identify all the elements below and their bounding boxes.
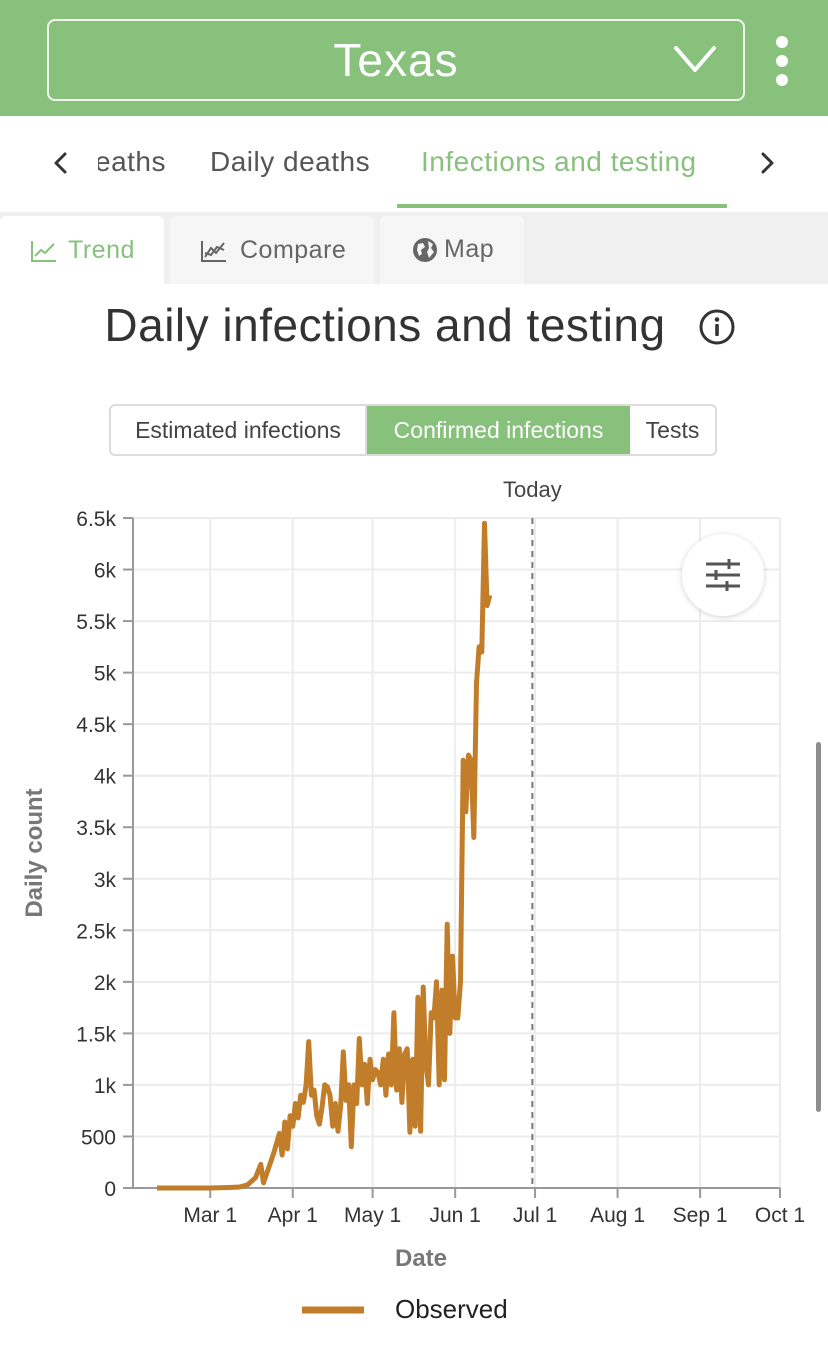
page-title-text: Daily infections and testing — [104, 299, 666, 351]
globe-icon — [413, 238, 437, 262]
y-tick-label: 2k — [94, 972, 117, 995]
today-label: Today — [503, 477, 562, 502]
active-tab-indicator — [397, 204, 727, 208]
y-tick-label: 5.5k — [76, 611, 116, 634]
y-tick-label: 4k — [94, 766, 117, 789]
tab-map[interactable]: Map — [380, 216, 524, 284]
tab-daily-deaths[interactable]: Daily deaths — [210, 146, 371, 177]
metric-tab-bar: eaths Daily deaths Infections and testin… — [0, 116, 828, 213]
scrollbar[interactable] — [816, 742, 821, 1112]
sliders-icon — [706, 559, 740, 591]
y-tick-label: 6.5k — [76, 508, 116, 531]
tab-compare-label: Compare — [240, 236, 347, 264]
legend-label-observed: Observed — [395, 1294, 508, 1324]
tab-map-label: Map — [444, 235, 495, 263]
chevron-right-icon[interactable] — [752, 146, 782, 180]
x-tick-label: May 1 — [344, 1204, 401, 1227]
x-tick-label: Apr 1 — [268, 1204, 318, 1227]
y-tick-label: 0 — [104, 1178, 116, 1201]
page-title: Daily infections and testing — [0, 298, 828, 352]
x-tick-label: Jun 1 — [429, 1204, 480, 1227]
x-tick-label: Jul 1 — [513, 1204, 557, 1227]
confirmed-infections-button[interactable]: Confirmed infections — [367, 406, 630, 454]
tab-trend[interactable]: Trend — [0, 216, 164, 284]
view-tab-bar: Trend Compare Map — [0, 212, 828, 284]
y-tick-label: 3.5k — [76, 817, 116, 840]
tab-compare[interactable]: Compare — [170, 216, 374, 284]
app-header: Texas — [0, 0, 828, 116]
chart-grid — [133, 517, 781, 1188]
x-tick-label: Oct 1 — [755, 1204, 805, 1227]
chart-axes — [132, 518, 780, 1189]
estimated-infections-button[interactable]: Estimated infections — [111, 406, 367, 454]
y-tick-label: 6k — [94, 560, 117, 583]
x-axis-ticks: Mar 1 Apr 1 May 1 Jun 1 Jul 1 Aug 1 Sep 1 Oct 1 — [183, 1188, 805, 1227]
chart-settings-button[interactable] — [682, 534, 764, 616]
line-chart-icon — [31, 241, 56, 262]
y-tick-label: 2.5k — [76, 920, 116, 943]
y-tick-label: 1.5k — [76, 1023, 116, 1046]
daily-infections-chart: 0 500 1k 1.5k 2k 2.5k 3k 3.5k 4k 4.5k 5k 5.5k 6k 6.5k… — [21, 477, 805, 1324]
y-tick-label: 5k — [94, 663, 117, 686]
x-tick-label: Sep 1 — [673, 1204, 728, 1227]
tab-trend-label: Trend — [68, 236, 135, 264]
more-menu-icon[interactable] — [770, 36, 794, 86]
info-icon[interactable] — [698, 308, 736, 346]
y-tick-label: 3k — [94, 869, 117, 892]
state-name: Texas — [333, 34, 459, 86]
chevron-down-icon — [674, 46, 716, 72]
y-axis-label: Daily count — [21, 788, 48, 917]
y-axis-ticks: 0 500 1k 1.5k 2k 2.5k 3k 3.5k 4k 4.5k 5k 5.5k 6k 6.5k — [76, 508, 133, 1201]
tab-infections-and-testing[interactable]: Infections and testing — [421, 146, 697, 177]
y-tick-label: 4.5k — [76, 714, 116, 737]
state-select[interactable]: Texas — [47, 19, 745, 101]
tab-deaths[interactable]: eaths — [98, 146, 166, 177]
x-tick-label: Aug 1 — [590, 1204, 645, 1227]
series-observed-line — [157, 520, 493, 1191]
tests-button[interactable]: Tests — [645, 417, 700, 443]
chevron-left-icon[interactable] — [46, 146, 76, 180]
compare-chart-icon — [201, 241, 226, 262]
series-selector: Estimated infections Confirmed infection… — [109, 404, 717, 456]
x-tick-label: Mar 1 — [183, 1204, 237, 1227]
y-tick-label: 1k — [94, 1075, 117, 1098]
x-axis-label: Date — [395, 1245, 447, 1272]
y-tick-label: 500 — [81, 1126, 116, 1149]
